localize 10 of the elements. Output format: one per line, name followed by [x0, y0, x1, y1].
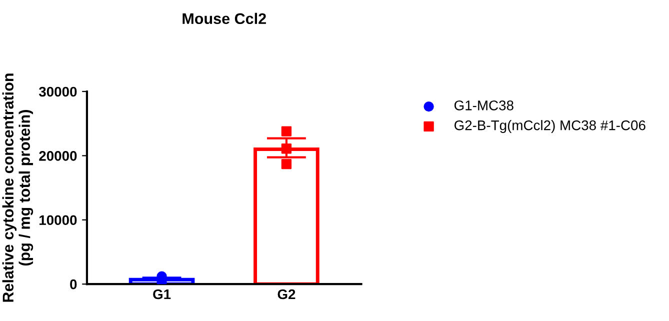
legend-label: G2-B-Tg(mCcl2) MC38 #1-C06	[454, 120, 646, 133]
chart-title: Mouse Ccl2	[182, 12, 266, 24]
y-tick-label: 20000	[39, 151, 77, 161]
y-tick-label: 10000	[40, 215, 77, 226]
x-tick-label: G1	[153, 289, 171, 300]
y-axis-title: Relative cytokine concentration (pg / mg total protein)	[2, 74, 34, 302]
legend-label: G1-MC38	[454, 100, 514, 110]
y-tick-label: 0	[70, 279, 77, 290]
x-tick-label: G2	[278, 289, 296, 300]
y-tick-label: 30000	[38, 86, 77, 97]
